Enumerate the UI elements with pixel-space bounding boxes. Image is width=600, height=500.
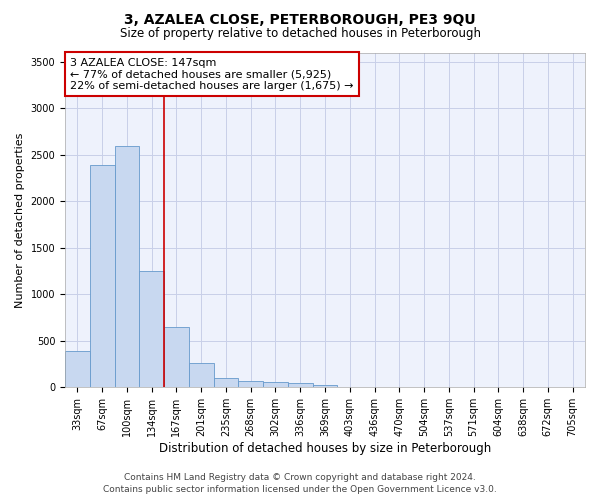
Bar [263, 382, 288, 388]
Bar [139, 271, 164, 388]
Bar [288, 383, 313, 388]
Text: Contains HM Land Registry data © Crown copyright and database right 2024.
Contai: Contains HM Land Registry data © Crown c… [103, 472, 497, 494]
X-axis label: Distribution of detached houses by size in Peterborough: Distribution of detached houses by size … [159, 442, 491, 455]
Bar [313, 384, 337, 388]
Y-axis label: Number of detached properties: Number of detached properties [15, 132, 25, 308]
Bar [164, 327, 189, 388]
Bar [189, 363, 214, 388]
Text: 3 AZALEA CLOSE: 147sqm
← 77% of detached houses are smaller (5,925)
22% of semi-: 3 AZALEA CLOSE: 147sqm ← 77% of detached… [70, 58, 354, 90]
Bar [65, 351, 90, 388]
Bar [90, 165, 115, 388]
Bar [214, 378, 238, 388]
Bar [115, 146, 139, 388]
Bar [238, 382, 263, 388]
Text: 3, AZALEA CLOSE, PETERBOROUGH, PE3 9QU: 3, AZALEA CLOSE, PETERBOROUGH, PE3 9QU [124, 12, 476, 26]
Text: Size of property relative to detached houses in Peterborough: Size of property relative to detached ho… [119, 28, 481, 40]
